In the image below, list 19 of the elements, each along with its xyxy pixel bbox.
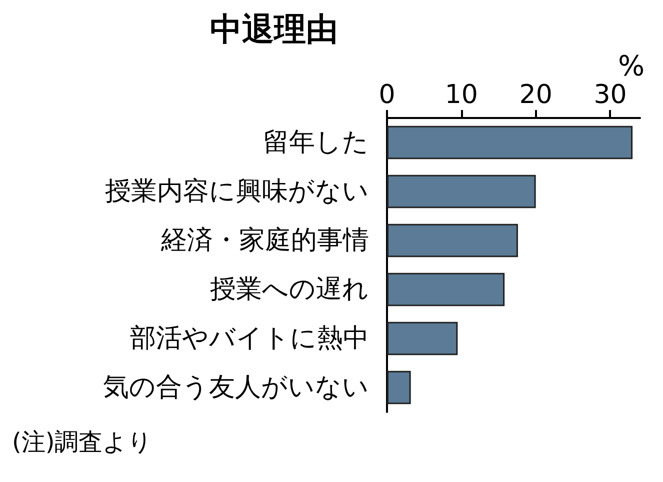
- x-tick-label: 20: [519, 80, 552, 110]
- y-tick-label: 経済・家庭的事情: [160, 226, 369, 256]
- bar: [387, 126, 633, 160]
- bar: [387, 370, 411, 404]
- y-tick-label: 留年した: [263, 128, 369, 158]
- bar: [387, 174, 536, 208]
- text: (注)調査より: [12, 428, 153, 456]
- y-tick-label: 部活やバイトに熱中: [130, 324, 369, 354]
- x-tick-label: 0: [378, 80, 396, 110]
- y-tick-label: 授業内容に興味がない: [105, 176, 369, 206]
- y-tick-label: 気の合う友人がいない: [103, 372, 369, 402]
- bar: [387, 322, 458, 356]
- bar: [387, 224, 518, 258]
- x-axis-title: %: [618, 50, 645, 82]
- x-tick-label: 10: [444, 80, 478, 110]
- y-tick-label: 授業への遅れ: [210, 274, 369, 304]
- x-tick-label: 30: [594, 80, 627, 110]
- chart-title: 中退理由: [210, 10, 338, 48]
- bar: [387, 272, 505, 306]
